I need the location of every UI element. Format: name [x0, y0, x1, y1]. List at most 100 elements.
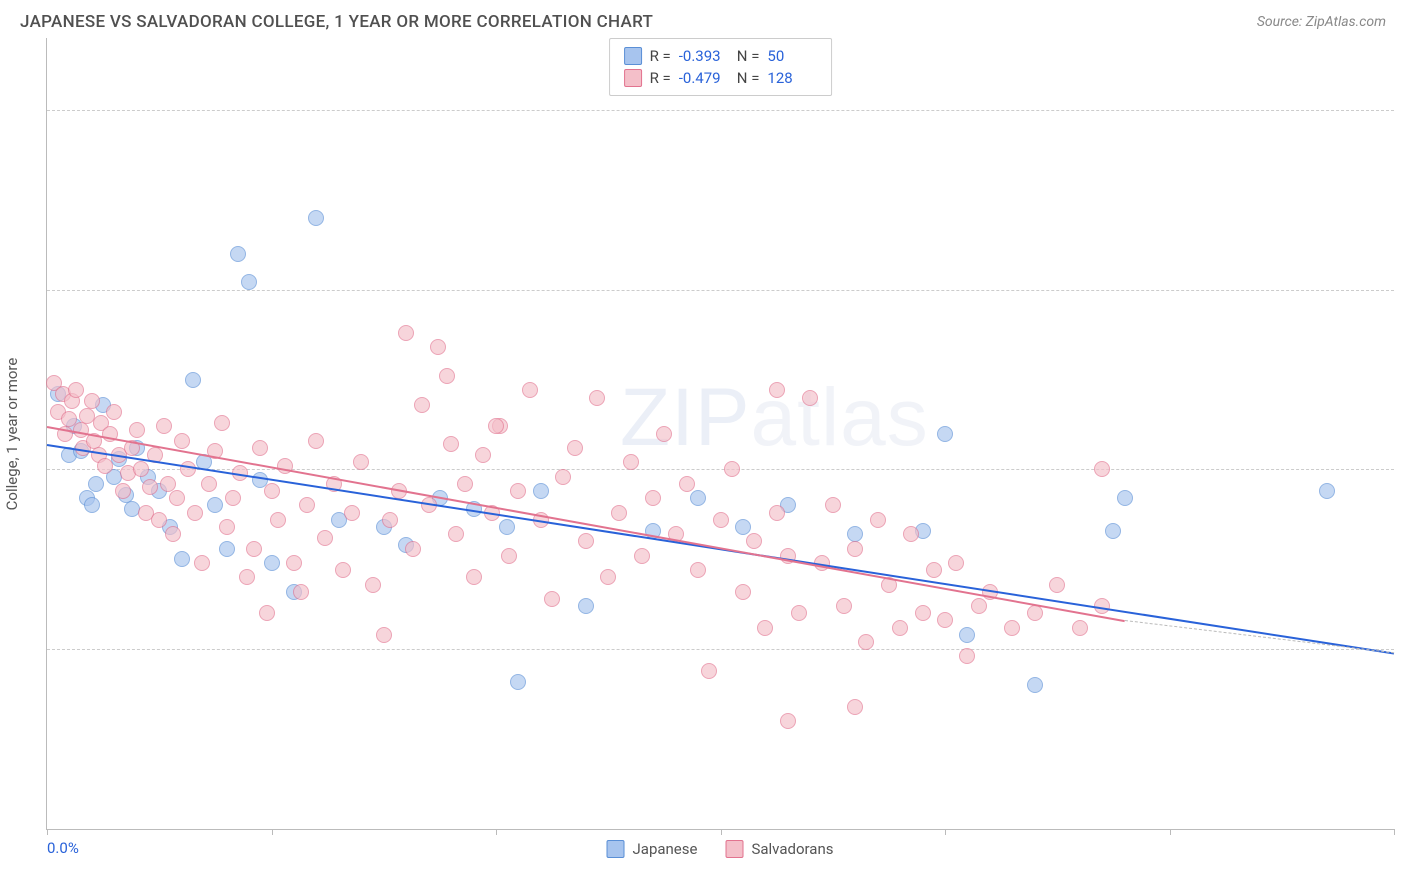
- data-point: [903, 526, 919, 542]
- data-point: [219, 541, 235, 557]
- x-tick: [721, 829, 722, 835]
- source-label: Source: ZipAtlas.com: [1257, 14, 1386, 30]
- data-point: [656, 426, 672, 442]
- data-point: [825, 497, 841, 513]
- data-point: [443, 436, 459, 452]
- data-point: [259, 605, 275, 621]
- legend-n-label: N =: [737, 69, 760, 87]
- data-point: [133, 461, 149, 477]
- data-point: [439, 368, 455, 384]
- x-tick: [945, 829, 946, 835]
- data-point: [241, 274, 257, 290]
- x-tick: [47, 829, 48, 835]
- gridline: [47, 649, 1394, 650]
- data-point: [457, 476, 473, 492]
- data-point: [1094, 461, 1110, 477]
- data-point: [780, 713, 796, 729]
- y-axis-title: College, 1 year or more: [3, 358, 21, 511]
- data-point: [1072, 620, 1088, 636]
- data-point: [746, 533, 762, 549]
- data-point: [858, 634, 874, 650]
- data-point: [578, 598, 594, 614]
- data-point: [757, 620, 773, 636]
- data-point: [791, 605, 807, 621]
- data-point: [219, 519, 235, 535]
- bottom-legend: Japanese Salvadorans: [607, 840, 834, 858]
- data-point: [600, 569, 616, 585]
- legend-r-label: R =: [650, 47, 671, 65]
- data-point: [1004, 620, 1020, 636]
- x-tick: [496, 829, 497, 835]
- data-point: [735, 584, 751, 600]
- legend-row: R = -0.393 N = 50: [624, 45, 818, 67]
- data-point: [501, 548, 517, 564]
- data-point: [510, 483, 526, 499]
- data-point: [488, 418, 504, 434]
- data-point: [959, 627, 975, 643]
- gridline: [47, 110, 1394, 111]
- data-point: [735, 519, 751, 535]
- data-point: [174, 551, 190, 567]
- bottom-legend-item: Salvadorans: [725, 840, 833, 858]
- data-point: [466, 569, 482, 585]
- bottom-legend-label: Japanese: [633, 840, 698, 858]
- data-point: [926, 562, 942, 578]
- data-point: [365, 577, 381, 593]
- data-point: [239, 569, 255, 585]
- data-point: [679, 476, 695, 492]
- data-point: [405, 541, 421, 557]
- x-tick: [1394, 829, 1395, 835]
- data-point: [578, 533, 594, 549]
- data-point: [225, 490, 241, 506]
- data-point: [430, 339, 446, 355]
- legend-row: R =-0.479N =128: [624, 67, 818, 89]
- data-point: [68, 382, 84, 398]
- data-point: [1027, 605, 1043, 621]
- data-point: [544, 591, 560, 607]
- data-point: [142, 479, 158, 495]
- data-point: [870, 512, 886, 528]
- data-point: [1117, 490, 1133, 506]
- data-point: [115, 483, 131, 499]
- bottom-legend-item: Japanese: [607, 840, 698, 858]
- data-point: [165, 526, 181, 542]
- data-point: [264, 555, 280, 571]
- data-point: [308, 433, 324, 449]
- data-point: [499, 519, 515, 535]
- data-point: [207, 497, 223, 513]
- legend-r-label: R =: [650, 69, 671, 87]
- data-point: [915, 605, 931, 621]
- data-point: [353, 454, 369, 470]
- data-point: [106, 404, 122, 420]
- x-tick: [1170, 829, 1171, 835]
- data-point: [847, 699, 863, 715]
- data-point: [84, 393, 100, 409]
- data-point: [769, 505, 785, 521]
- legend-r-value: -0.479: [679, 69, 729, 87]
- data-point: [937, 426, 953, 442]
- data-point: [230, 246, 246, 262]
- data-point: [180, 461, 196, 477]
- data-point: [533, 483, 549, 499]
- data-point: [589, 390, 605, 406]
- data-point: [713, 512, 729, 528]
- data-point: [623, 454, 639, 470]
- data-point: [892, 620, 908, 636]
- data-point: [308, 210, 324, 226]
- legend-n-value: 50: [767, 47, 817, 65]
- data-point: [246, 541, 262, 557]
- data-point: [475, 447, 491, 463]
- data-point: [724, 461, 740, 477]
- legend-swatch: [624, 47, 642, 65]
- data-point: [293, 584, 309, 600]
- plot-region: ZIPatlas R =-0.393N =50R =-0.479N =128 2…: [46, 38, 1394, 830]
- data-point: [690, 490, 706, 506]
- legend-swatch: [725, 840, 743, 858]
- legend-n-label: N =: [737, 47, 760, 65]
- data-point: [398, 325, 414, 341]
- data-point: [971, 598, 987, 614]
- data-point: [129, 422, 145, 438]
- data-point: [151, 512, 167, 528]
- data-point: [510, 674, 526, 690]
- legend-r-value: -0.393: [679, 47, 729, 65]
